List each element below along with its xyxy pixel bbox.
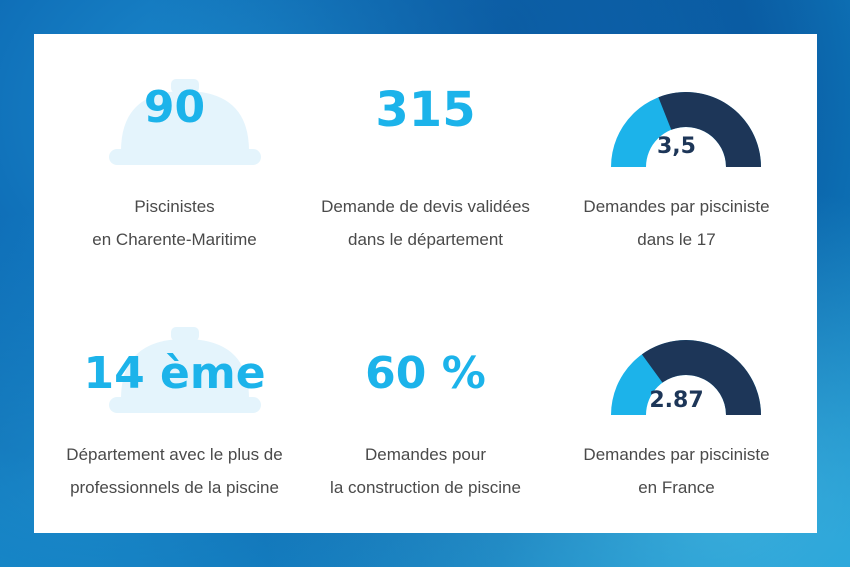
stat-label: Demandes par pisciniste dans le 17 [583, 197, 770, 249]
stat-label: Demande de devis validées dans le départ… [321, 197, 530, 249]
helmet-icon [109, 79, 261, 165]
stat-demandes-17: 3,5 Demandes par pisciniste dans le 17 [546, 64, 807, 249]
stat-label: Demandes pour la construction de piscine [330, 445, 521, 497]
stat-construction: 60 % Demandes pour la construction de pi… [295, 312, 556, 497]
stat-demandes-france: 2.87 Demandes par pisciniste en France [546, 312, 807, 497]
gauge-fill [658, 92, 761, 167]
stat-devis: 315 Demande de devis validées dans le dé… [295, 64, 556, 249]
stat-label: Piscinistes en Charente-Maritime [92, 197, 257, 249]
gauge-fill [641, 340, 761, 415]
gauge-value: 2.87 [649, 388, 704, 413]
stat-value: 315 [375, 82, 476, 138]
stats-card: 90 Piscinistes en Charente-Maritime 315 … [34, 34, 817, 533]
stat-label: Département avec le plus de professionne… [66, 445, 283, 497]
gauge-value: 3,5 [657, 134, 696, 159]
gauge-chart [611, 340, 761, 415]
gauge-chart [611, 92, 761, 167]
stat-value: 14 ème [83, 348, 266, 399]
helmet-icon [109, 327, 261, 413]
stat-value: 60 % [365, 348, 486, 399]
stat-label: Demandes par pisciniste en France [583, 445, 770, 497]
stat-departement: 14 ème Département avec le plus de profe… [44, 312, 305, 497]
stat-value: 90 [143, 82, 206, 133]
stat-piscinistes: 90 Piscinistes en Charente-Maritime [44, 64, 305, 249]
